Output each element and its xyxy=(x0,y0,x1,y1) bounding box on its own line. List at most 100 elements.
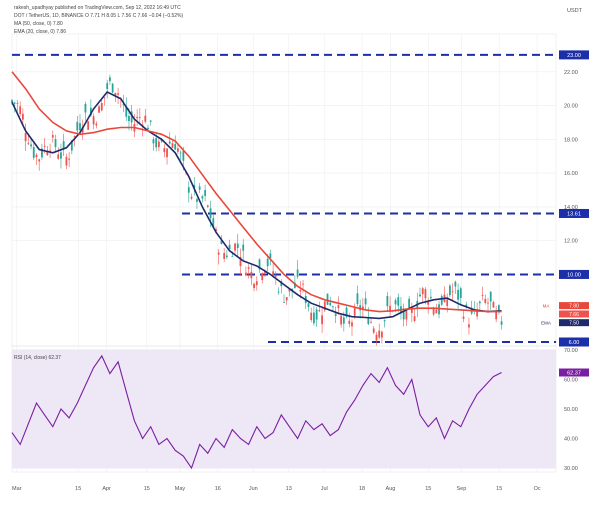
candle-body xyxy=(187,187,190,193)
candle-body xyxy=(231,255,234,257)
candle-body xyxy=(117,93,119,95)
candle-body xyxy=(16,102,19,104)
candle-body xyxy=(397,297,400,306)
candle-body xyxy=(351,322,353,327)
x-tick-label: Oc xyxy=(534,486,541,492)
candle-body xyxy=(296,269,299,277)
candle-body xyxy=(19,106,22,114)
candle-body xyxy=(163,148,166,153)
candle-body xyxy=(204,190,207,197)
candle-body xyxy=(356,293,359,305)
candle-body xyxy=(348,320,351,324)
candle-body xyxy=(179,152,182,154)
candle-body xyxy=(212,218,215,227)
candle-body xyxy=(147,127,149,130)
candle-body xyxy=(198,186,201,190)
candle-body xyxy=(166,148,168,158)
candle-body xyxy=(100,103,103,111)
y-tick-label: 22.00 xyxy=(564,70,578,76)
x-tick-label: Apr xyxy=(102,486,111,492)
candle-body xyxy=(337,305,340,309)
candle-body xyxy=(277,291,280,293)
candle-body xyxy=(62,141,65,150)
candle-body xyxy=(370,321,372,323)
candle-body xyxy=(174,143,177,150)
x-tick-label: 18 xyxy=(359,486,365,492)
candle-body xyxy=(459,288,462,299)
candle-body xyxy=(54,139,57,148)
candle-body xyxy=(220,240,223,244)
candle-body xyxy=(318,310,321,312)
value-badge xyxy=(559,302,589,310)
candle-body xyxy=(79,123,81,131)
candle-body xyxy=(30,144,32,147)
candle-body xyxy=(245,272,247,276)
header-line-3: MA (50, close, 0) 7.80 xyxy=(14,21,63,27)
candle-body xyxy=(413,316,416,321)
candle-body xyxy=(283,302,285,303)
candle-body xyxy=(95,123,98,126)
candle-body xyxy=(323,301,326,311)
candle-body xyxy=(157,141,160,148)
candle-body xyxy=(51,135,54,138)
candle-body xyxy=(43,145,46,147)
candle-body xyxy=(440,296,443,305)
candle-body xyxy=(449,285,451,296)
candle-body xyxy=(497,305,500,312)
x-tick-label: 15 xyxy=(144,486,150,492)
candle-body xyxy=(427,301,430,305)
candle-body xyxy=(487,302,489,304)
candle-body xyxy=(70,140,73,151)
candle-body xyxy=(334,313,337,316)
candle-body xyxy=(11,100,13,103)
candle-body xyxy=(38,159,41,162)
candle-body xyxy=(177,148,179,152)
candle-body xyxy=(293,282,296,288)
candle-body xyxy=(484,298,487,303)
indicator-lines xyxy=(11,71,502,320)
candle-body xyxy=(383,320,386,322)
candle-body xyxy=(206,205,209,207)
x-tick-label: Mar xyxy=(12,486,22,492)
candle-body xyxy=(386,295,389,307)
candle-body xyxy=(361,306,364,310)
candle-body xyxy=(454,281,457,287)
candle-body xyxy=(394,300,397,305)
candle-body xyxy=(76,121,79,131)
candle-body xyxy=(149,120,152,122)
candle-body xyxy=(258,259,261,270)
x-tick-label: 15 xyxy=(496,486,502,492)
candle-body xyxy=(98,106,100,113)
candle-body xyxy=(307,303,310,307)
candle-body xyxy=(24,133,27,142)
candle-body xyxy=(492,302,495,308)
candle-body xyxy=(209,208,212,218)
candle-body xyxy=(261,273,264,281)
rsi-tick-label: 50.00 xyxy=(564,407,578,413)
y-tick-label: 20.00 xyxy=(564,104,578,110)
rsi-tick-label: 40.00 xyxy=(564,437,578,443)
candle-body xyxy=(239,257,242,267)
candle-body xyxy=(478,301,481,304)
header-line-1: rakesh_upadhyay published on TradingView… xyxy=(14,5,181,11)
candle-body xyxy=(315,309,318,320)
candle-body xyxy=(35,154,38,158)
x-tick-label: Jun xyxy=(249,486,258,492)
candle-body xyxy=(171,143,174,148)
candle-body xyxy=(128,115,130,122)
candle-body xyxy=(402,310,405,320)
candle-body xyxy=(310,312,313,321)
level-label: 13.61 xyxy=(567,211,581,217)
level-label: 10.00 xyxy=(567,272,581,278)
rsi-tick-label: 70.00 xyxy=(564,348,578,354)
candle-body xyxy=(269,253,272,258)
candle-body xyxy=(65,156,68,166)
candle-body xyxy=(299,290,302,292)
candle-body xyxy=(332,306,334,308)
candle-body xyxy=(196,199,198,202)
x-tick-label: 15 xyxy=(75,486,81,492)
candle-body xyxy=(340,315,343,325)
candle-body xyxy=(152,139,155,144)
candle-body xyxy=(21,113,24,120)
candle-body xyxy=(111,83,114,93)
